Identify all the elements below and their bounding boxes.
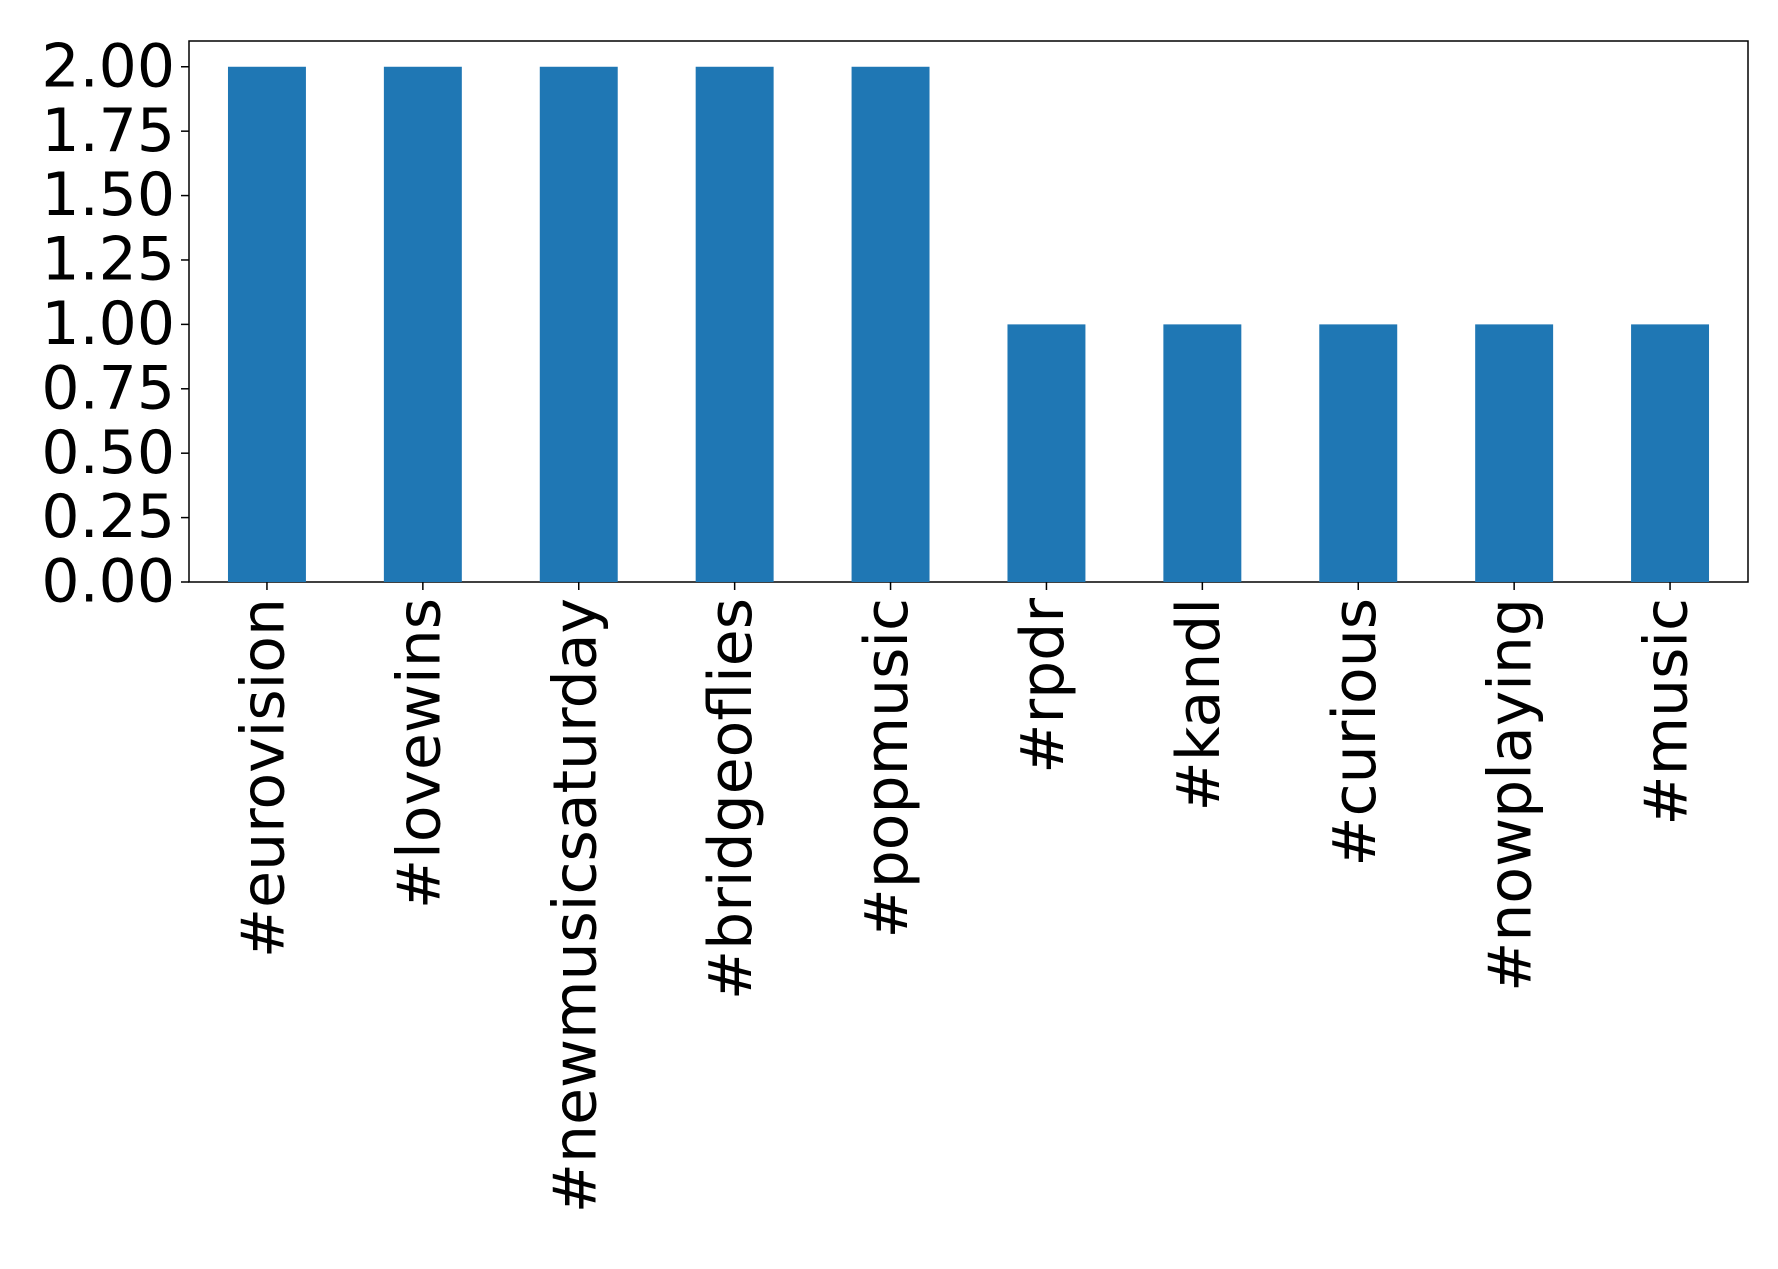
bar: [1007, 324, 1086, 582]
bar: [851, 66, 930, 582]
bar: [695, 66, 774, 582]
x-tick-label: #rpdr: [1008, 598, 1078, 774]
bar: [1631, 324, 1710, 582]
y-tick-label: 1.25: [41, 225, 175, 295]
x-tick-label: #curious: [1320, 598, 1390, 867]
y-tick-label: 0.75: [41, 353, 175, 423]
bar: [227, 66, 306, 582]
x-tick-label: #lovewins: [384, 598, 454, 909]
y-tick-label: 1.75: [41, 96, 175, 166]
x-tick-label: #newmusicsaturday: [540, 598, 610, 1213]
bar: [1319, 324, 1398, 582]
y-tick-label: 0.00: [41, 547, 175, 617]
x-tick-label: #eurovision: [229, 598, 299, 958]
bar: [383, 66, 462, 582]
x-tick-label: #nowplaying: [1476, 598, 1546, 992]
y-tick-label: 1.50: [41, 160, 175, 230]
plot-frame: [188, 40, 1749, 583]
bar: [1475, 324, 1554, 582]
y-tick-label: 0.50: [41, 418, 175, 488]
y-tick-label: 2.00: [41, 31, 175, 101]
y-tick-label: 1.00: [41, 289, 175, 359]
x-tick-label: #music: [1632, 598, 1702, 826]
x-tick-label: #kandl: [1164, 598, 1234, 812]
x-tick-label: #popmusic: [852, 598, 922, 939]
y-tick-label: 0.25: [41, 482, 175, 552]
x-tick-label: #bridgeoflies: [696, 598, 766, 1000]
bar: [539, 66, 618, 582]
bar: [1163, 324, 1242, 582]
